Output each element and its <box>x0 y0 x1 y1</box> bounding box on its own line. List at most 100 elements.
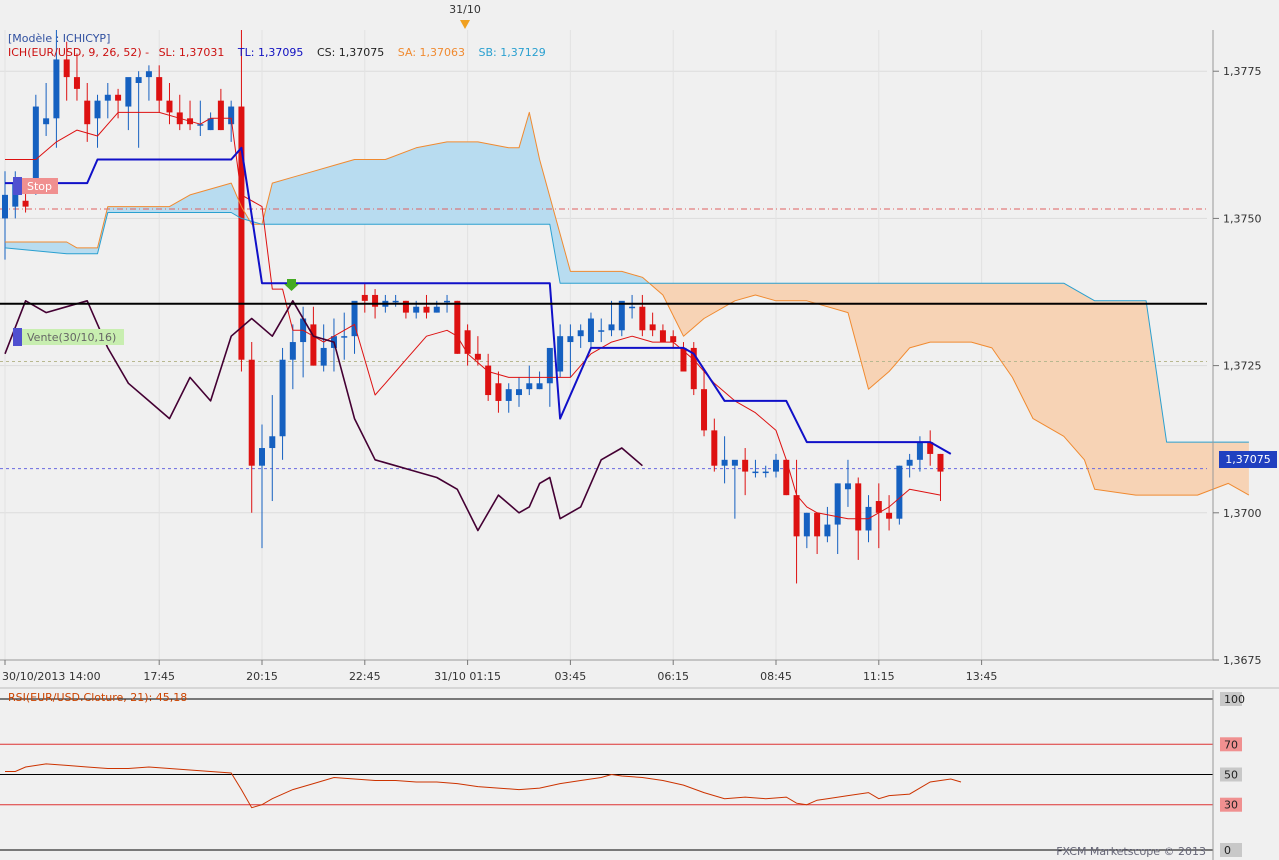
candle[interactable] <box>115 88 122 119</box>
candle-body[interactable] <box>63 59 70 78</box>
candle[interactable] <box>454 300 461 354</box>
candle[interactable] <box>773 453 779 478</box>
candle-body[interactable] <box>927 442 934 454</box>
candle-body[interactable] <box>752 471 759 474</box>
candle[interactable] <box>690 342 697 396</box>
candle-body[interactable] <box>84 100 91 125</box>
candle-body[interactable] <box>238 106 245 360</box>
candle[interactable] <box>742 448 749 496</box>
candle-body[interactable] <box>618 300 625 331</box>
candle-body[interactable] <box>156 77 163 101</box>
candle[interactable] <box>474 336 481 366</box>
candle-body[interactable] <box>217 100 224 131</box>
candle-body[interactable] <box>721 459 728 466</box>
candle-body[interactable] <box>773 459 779 472</box>
candle-body[interactable] <box>824 524 831 537</box>
candle-body[interactable] <box>135 77 142 83</box>
candle[interactable] <box>104 82 111 119</box>
candle[interactable] <box>896 465 903 525</box>
candle-body[interactable] <box>587 318 594 343</box>
candle-body[interactable] <box>629 306 636 309</box>
candle[interactable] <box>341 312 348 360</box>
candle-body[interactable] <box>875 501 882 513</box>
candle[interactable] <box>269 395 276 502</box>
candle[interactable] <box>125 77 132 131</box>
candle-body[interactable] <box>598 330 605 332</box>
candle-body[interactable] <box>433 306 440 313</box>
candle-body[interactable] <box>423 306 430 313</box>
candle-body[interactable] <box>145 71 152 78</box>
candle-body[interactable] <box>228 106 235 125</box>
candle[interactable] <box>197 100 204 136</box>
candle[interactable] <box>2 171 8 260</box>
candle[interactable] <box>937 453 944 502</box>
candle[interactable] <box>156 65 163 113</box>
candle-body[interactable] <box>361 294 368 301</box>
candle[interactable] <box>248 342 255 513</box>
candle[interactable] <box>207 112 214 131</box>
candle-body[interactable] <box>73 77 80 89</box>
candle-body[interactable] <box>762 471 769 474</box>
candle[interactable] <box>217 88 224 131</box>
candle[interactable] <box>145 65 152 101</box>
candle[interactable] <box>844 459 851 507</box>
candle-body[interactable] <box>783 459 790 496</box>
candle[interactable] <box>618 300 625 337</box>
candle[interactable] <box>536 371 543 390</box>
candle-body[interactable] <box>834 483 841 525</box>
candle[interactable] <box>587 312 594 348</box>
candle-body[interactable] <box>844 483 851 490</box>
candle[interactable] <box>259 424 265 549</box>
candle-body[interactable] <box>711 430 718 466</box>
candle[interactable] <box>485 353 492 401</box>
candle-body[interactable] <box>516 389 522 396</box>
candle-body[interactable] <box>731 459 738 466</box>
candle[interactable] <box>711 418 718 472</box>
candle-body[interactable] <box>104 94 111 101</box>
candle[interactable] <box>495 371 502 413</box>
candle-body[interactable] <box>916 442 923 460</box>
candle[interactable] <box>834 483 841 555</box>
entry-arrow-icon[interactable] <box>284 279 299 291</box>
candle-body[interactable] <box>43 118 50 125</box>
candle-body[interactable] <box>526 383 533 390</box>
candle-body[interactable] <box>659 330 666 343</box>
candle-body[interactable] <box>289 342 296 360</box>
candle[interactable] <box>927 430 934 466</box>
candle-body[interactable] <box>793 495 800 537</box>
candle-body[interactable] <box>649 324 656 331</box>
candle[interactable] <box>63 41 70 101</box>
candle-body[interactable] <box>402 300 409 313</box>
candle-body[interactable] <box>320 347 327 366</box>
candle-body[interactable] <box>505 389 512 401</box>
candle[interactable] <box>670 330 677 348</box>
candle[interactable] <box>526 365 533 396</box>
candle-body[interactable] <box>608 324 615 331</box>
candle-body[interactable] <box>32 106 39 184</box>
candle-body[interactable] <box>413 306 420 313</box>
candle[interactable] <box>505 383 512 413</box>
candle-body[interactable] <box>351 300 358 337</box>
candle-body[interactable] <box>115 94 122 101</box>
candle-body[interactable] <box>94 100 101 119</box>
candle-body[interactable] <box>444 300 451 303</box>
candle[interactable] <box>783 459 790 496</box>
candle[interactable] <box>351 300 358 354</box>
candle-body[interactable] <box>259 448 265 466</box>
candle[interactable] <box>731 459 738 519</box>
candle[interactable] <box>629 294 636 319</box>
candle[interactable] <box>94 94 101 148</box>
candle[interactable] <box>577 324 584 348</box>
date-marker-icon[interactable] <box>460 20 470 29</box>
candle-body[interactable] <box>546 347 553 384</box>
candle[interactable] <box>53 30 60 148</box>
candle[interactable] <box>721 436 728 484</box>
candle[interactable] <box>649 312 656 337</box>
candle-body[interactable] <box>53 59 60 119</box>
candle-body[interactable] <box>814 512 821 537</box>
candle[interactable] <box>639 294 646 337</box>
candle[interactable] <box>423 294 430 319</box>
candle-body[interactable] <box>886 512 893 519</box>
candle[interactable] <box>166 82 173 125</box>
candle-body[interactable] <box>485 365 492 396</box>
